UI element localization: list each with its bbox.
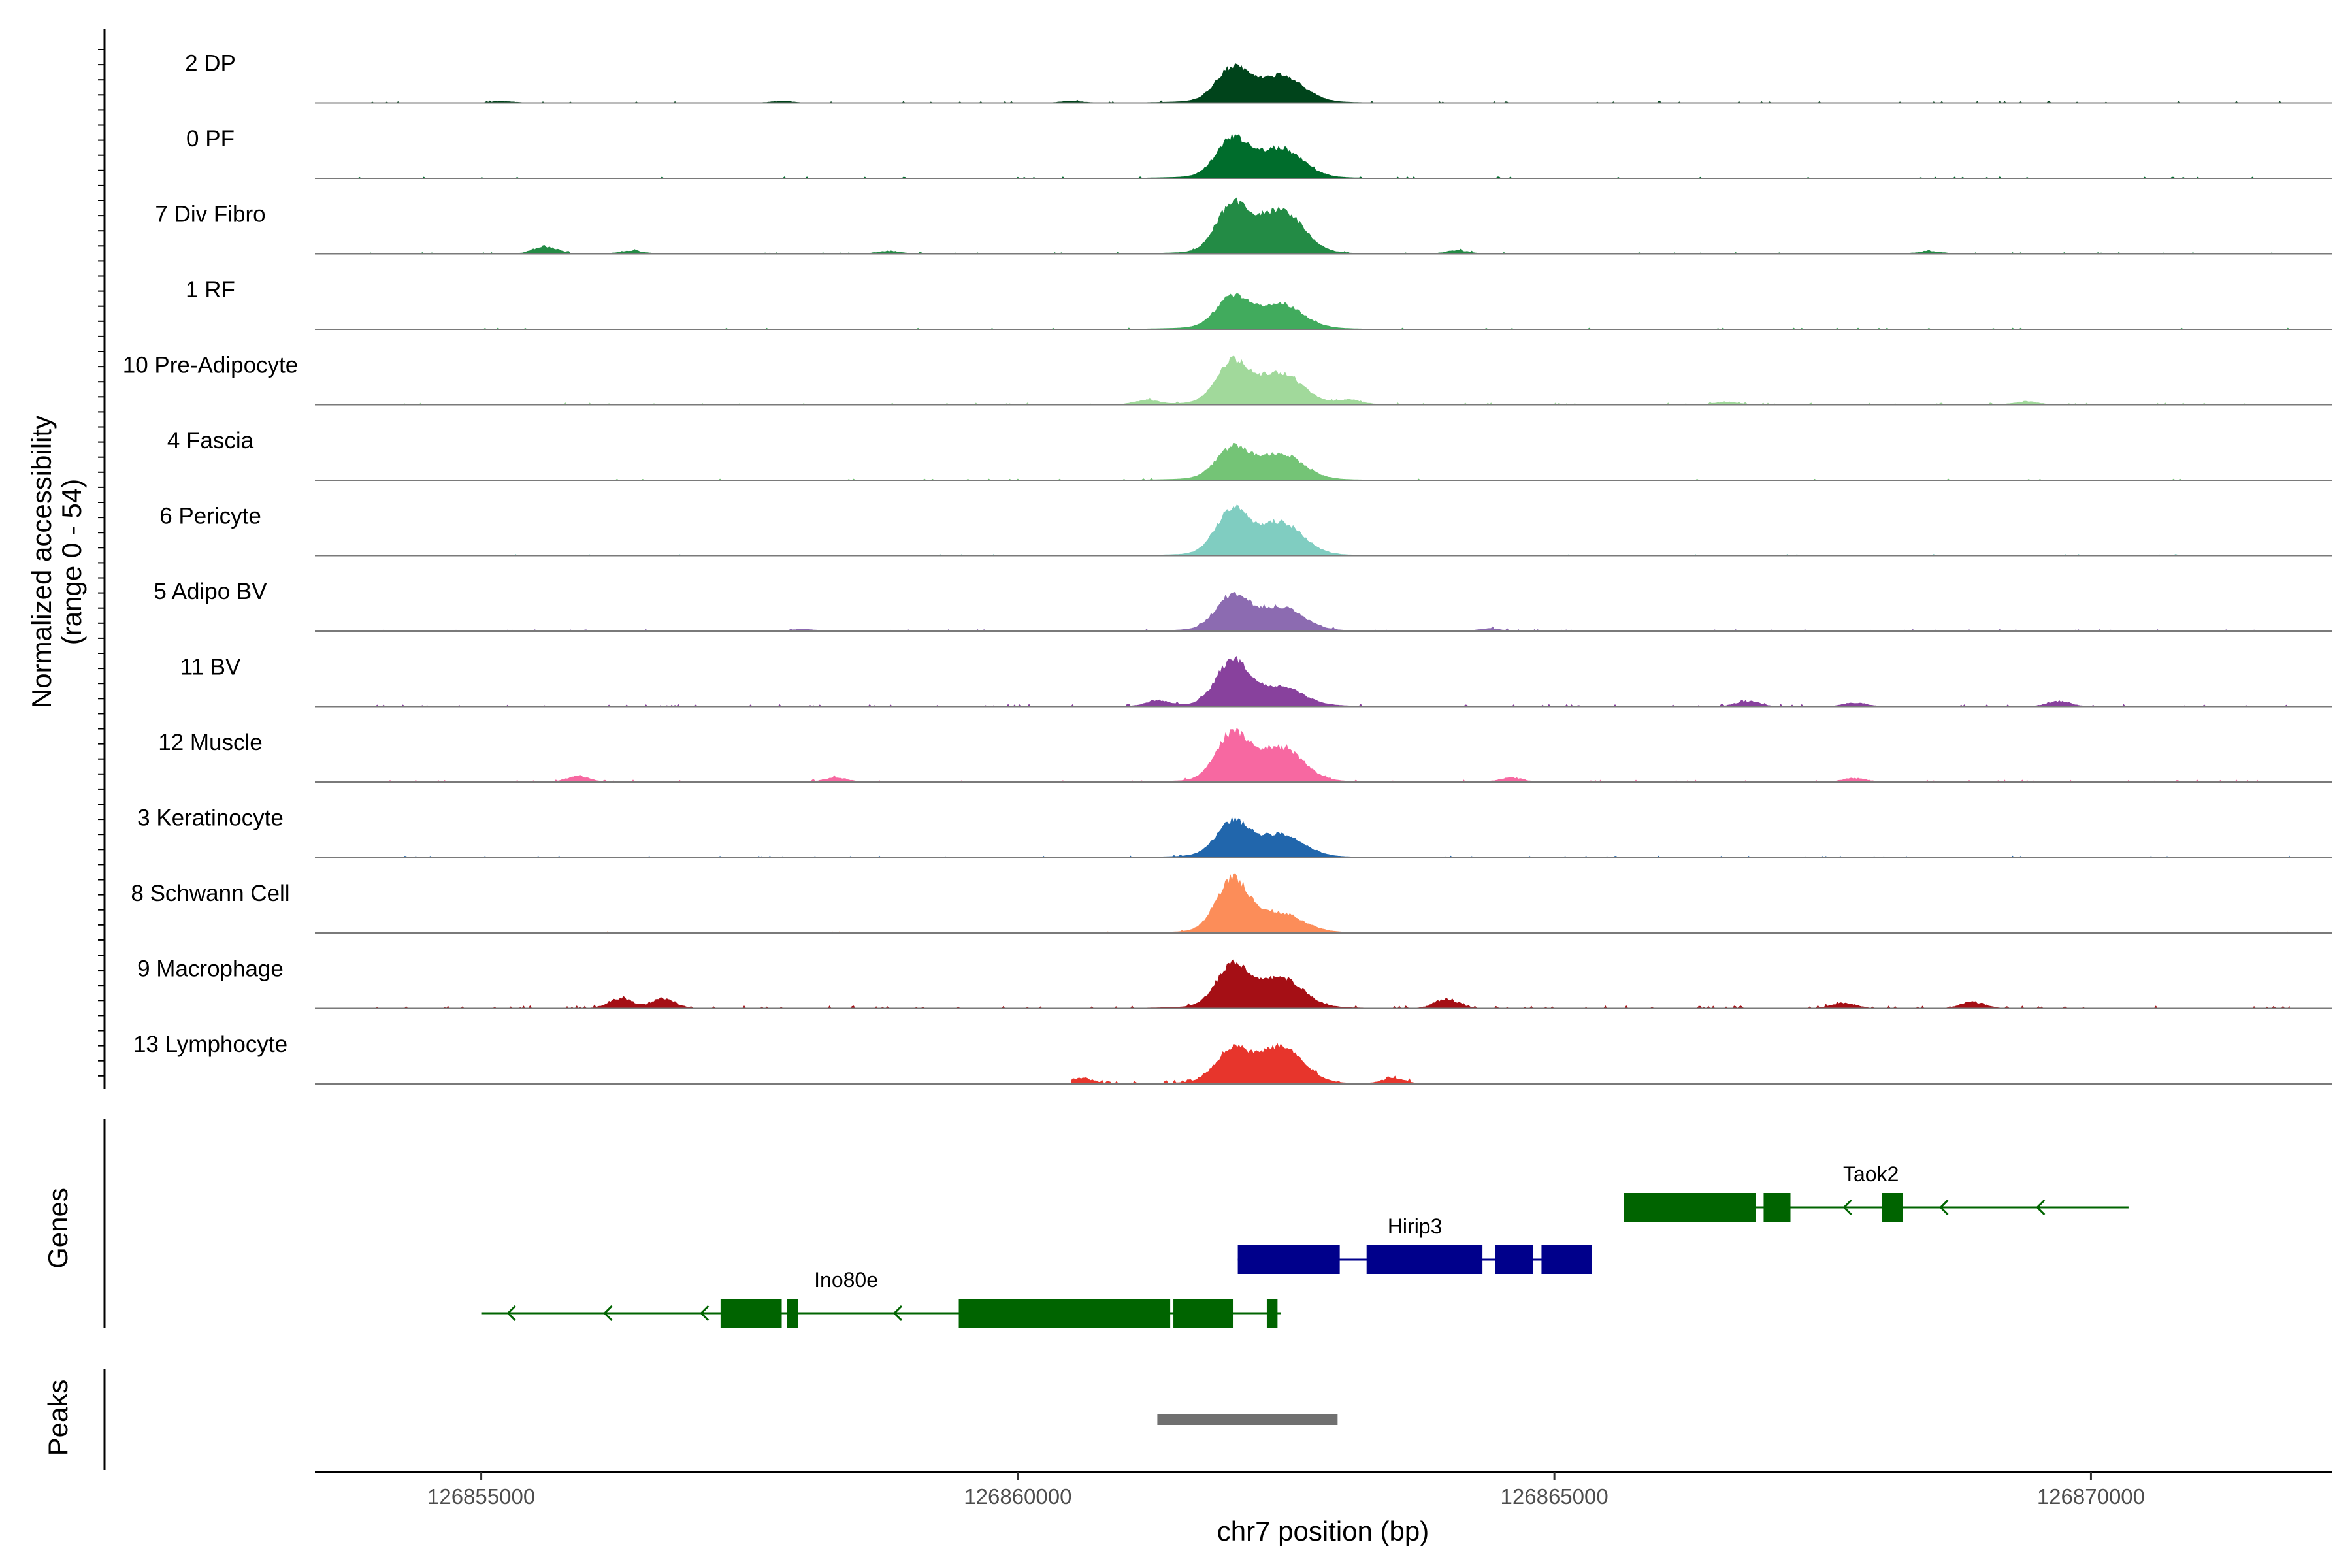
x-tick-label: 126855000 (427, 1484, 535, 1509)
track-label: 3 Keratinocyte (137, 806, 284, 831)
track-3: 7 Div Fibro (155, 197, 2332, 255)
track-label: 9 Macrophage (137, 956, 284, 982)
coverage-area (357, 293, 2291, 330)
track-label: 7 Div Fibro (155, 202, 265, 227)
track-4: 1 RF (186, 277, 2332, 330)
peaks-panel-title: Peaks (42, 1380, 73, 1456)
x-tick-label: 126860000 (964, 1484, 1071, 1509)
track-11: 3 Keratinocyte (137, 806, 2332, 858)
coverage-area (357, 959, 2290, 1009)
strand-arrow (1939, 1199, 1949, 1216)
track-label: 11 BV (180, 655, 241, 680)
gene-label: Ino80e (814, 1268, 878, 1292)
coverage-area (357, 355, 2290, 406)
track-7: 6 Pericyte (159, 504, 2332, 557)
track-label: 4 Fascia (167, 428, 254, 453)
strand-arrow (2036, 1199, 2046, 1216)
gene-exon (1173, 1299, 1234, 1328)
gene-hirip3: Hirip3 (1237, 1215, 1592, 1274)
coverage-area (357, 591, 2290, 632)
gene-taok2: Taok2 (1624, 1162, 2129, 1222)
gene-exon (1237, 1245, 1340, 1274)
track-label: 2 DP (185, 51, 236, 76)
gene-label: Taok2 (1843, 1162, 1899, 1186)
track-12: 8 Schwann Cell (131, 872, 2332, 934)
gene-ino80e: Ino80e (481, 1268, 1281, 1328)
track-2: 0 PF (186, 126, 2332, 179)
track-label: 0 PF (186, 126, 235, 152)
track-label: 8 Schwann Cell (131, 881, 289, 906)
track-8: 5 Adipo BV (154, 579, 2332, 632)
y-axis-title: Normalized accessibility (26, 416, 57, 708)
gene-label: Hirip3 (1388, 1215, 1443, 1238)
x-tick-label: 126870000 (2037, 1484, 2145, 1509)
gene-exon (1366, 1245, 1483, 1274)
coverage-area (357, 133, 2290, 179)
track-5: 10 Pre-Adipocyte (123, 353, 2332, 406)
coverage-area (357, 872, 2291, 934)
gene-exon (1541, 1245, 1592, 1274)
gene-exon (720, 1299, 782, 1328)
coverage-area (357, 504, 2290, 556)
gene-exon (1495, 1245, 1533, 1274)
track-label: 12 Muscle (158, 730, 263, 755)
track-13: 9 Macrophage (137, 956, 2332, 1009)
peak-region (1157, 1414, 1338, 1425)
peaks-panel (103, 1369, 1338, 1470)
coverage-area (357, 63, 2290, 104)
strand-arrow (700, 1305, 710, 1322)
track-label: 10 Pre-Adipocyte (123, 353, 298, 378)
gene-exon (1882, 1193, 1903, 1222)
track-1: 2 DP (185, 51, 2332, 104)
strand-arrow (892, 1305, 903, 1322)
track-10: 12 Muscle (158, 728, 2332, 783)
strand-arrow (603, 1305, 613, 1322)
track-label: 5 Adipo BV (154, 579, 267, 604)
track-6: 4 Fascia (167, 428, 2332, 481)
coverage-area (357, 816, 2290, 858)
gene-exon (1624, 1193, 1756, 1222)
coverage-tracks: 2 DP 0 PF 7 Div Fibro 1 RF 10 Pre-Adipocyte 4… (98, 29, 2332, 1089)
gene-exon (1266, 1299, 1278, 1328)
x-axis: 126855000 126860000 126865000 126870000 (315, 1471, 2332, 1509)
gene-exon (787, 1299, 798, 1328)
coverage-area (1071, 1043, 1416, 1085)
y-axis-range: (range 0 - 54) (56, 479, 87, 645)
track-label: 1 RF (186, 277, 235, 302)
x-tick-label: 126865000 (1501, 1484, 1609, 1509)
x-axis-title: chr7 position (bp) (1217, 1516, 1429, 1546)
track-14: 13 Lymphocyte (133, 1032, 2332, 1085)
strand-arrow (1842, 1199, 1852, 1216)
coverage-area (357, 655, 2290, 708)
gene-exon (1763, 1193, 1791, 1222)
genes-panel: Taok2 Hirip3 Ino80e (103, 1119, 2129, 1328)
track-label: 13 Lymphocyte (133, 1032, 287, 1057)
strand-arrow (506, 1305, 516, 1322)
track-9: 11 BV (180, 655, 2332, 708)
coverage-area (357, 197, 2290, 254)
track-label: 6 Pericyte (159, 504, 261, 529)
gene-exon (958, 1299, 1171, 1328)
genes-panel-title: Genes (42, 1188, 73, 1269)
coverage-area (357, 728, 2290, 783)
coverage-area (357, 443, 2290, 481)
